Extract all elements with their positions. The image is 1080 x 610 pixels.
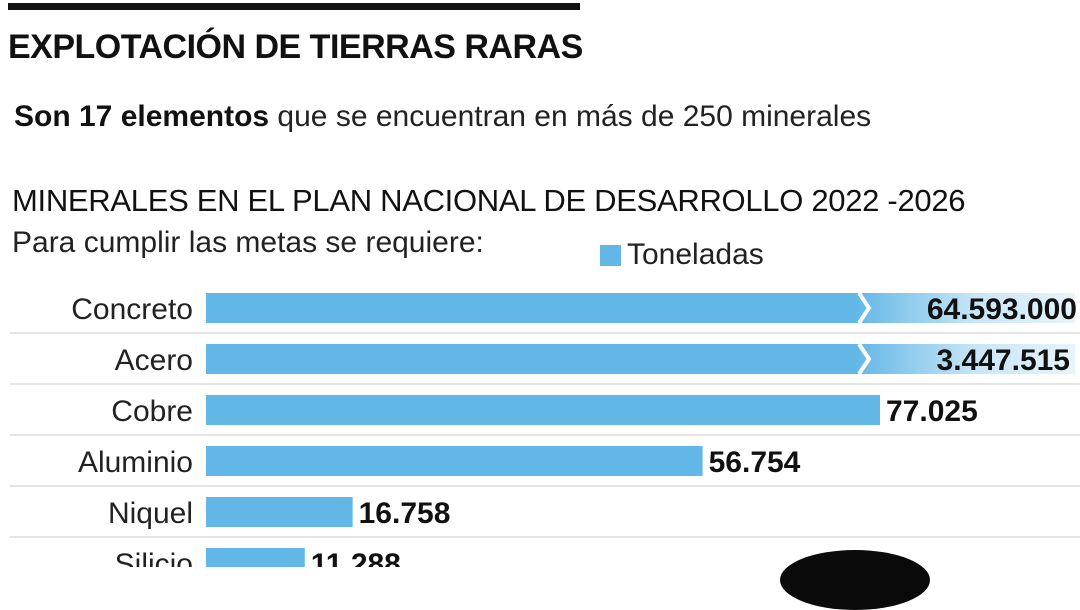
legend: Toneladas bbox=[600, 238, 764, 272]
axis-break-mark bbox=[857, 342, 872, 376]
bar-faded-tail bbox=[855, 344, 1075, 374]
decorative-shape bbox=[780, 550, 930, 610]
category-label: Silicio bbox=[115, 548, 193, 567]
category-label: Concreto bbox=[71, 293, 193, 326]
category-label: Acero bbox=[115, 344, 193, 377]
bar bbox=[206, 293, 855, 323]
legend-swatch bbox=[600, 244, 621, 266]
bar bbox=[206, 497, 353, 527]
bar bbox=[206, 446, 703, 476]
chart-title: MINERALES EN EL PLAN NACIONAL DE DESARRO… bbox=[12, 183, 966, 218]
headline: EXPLOTACIÓN DE TIERRAS RARAS bbox=[8, 28, 583, 66]
bar-chart: Concreto 64.593.000 Acero 3.447.515 Cobre 77.… bbox=[10, 291, 1080, 567]
value-label: 16.758 bbox=[359, 497, 451, 530]
category-label: Aluminio bbox=[78, 446, 193, 479]
value-label: 56.754 bbox=[709, 446, 801, 479]
category-label: Niquel bbox=[108, 497, 193, 530]
value-label: 77.025 bbox=[886, 395, 978, 428]
top-rule bbox=[8, 3, 580, 10]
lead-text: Son 17 elementos que se encuentran en má… bbox=[14, 100, 871, 134]
bar bbox=[206, 395, 880, 425]
legend-label: Toneladas bbox=[627, 238, 764, 271]
value-label: 64.593.000 bbox=[927, 293, 1077, 326]
value-label: 11.288 bbox=[311, 548, 401, 567]
bar-faded-tail bbox=[855, 293, 1075, 323]
value-label: 3.447.515 bbox=[937, 344, 1070, 377]
category-label: Cobre bbox=[111, 395, 193, 428]
axis-break-mark bbox=[857, 291, 872, 325]
chart-subtitle: Para cumplir las metas se requiere: bbox=[12, 226, 484, 259]
lead-bold: Son 17 elementos bbox=[14, 100, 270, 133]
bar bbox=[206, 344, 855, 374]
lead-rest: que se encuentran en más de 250 minerale… bbox=[269, 100, 872, 133]
bar bbox=[206, 548, 305, 567]
